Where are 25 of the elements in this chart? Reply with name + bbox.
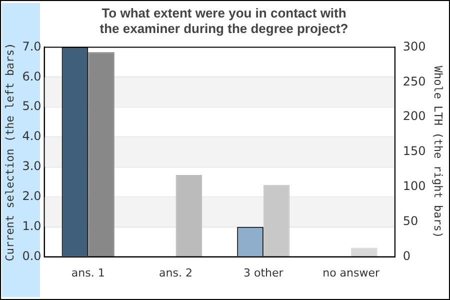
- y2-tick-label: 300: [402, 39, 426, 54]
- y-tick-label: 1.0: [22, 218, 42, 233]
- chart-title: To what extent were you in contact with the examiner during the degree project?: [100, 5, 348, 36]
- y2-tick-label: 250: [402, 74, 426, 88]
- y-tick-label: 0.0: [22, 248, 42, 263]
- y-tick-label: 4.0: [22, 129, 42, 144]
- y2-tick-label: 150: [402, 144, 426, 158]
- y2-tick-label: 200: [402, 109, 426, 124]
- y2-axis-title: Whole LTH (the right bars): [432, 66, 445, 238]
- y2-tick-label: 0: [402, 248, 411, 263]
- x-tick-label: 3 other: [244, 266, 284, 280]
- x-tick-label: ans. 1: [71, 266, 105, 280]
- bar: [351, 248, 378, 257]
- y-tick-label: 5.0: [22, 99, 42, 114]
- y-tick-label: 3.0: [22, 159, 42, 174]
- y-tick-label: 7.0: [22, 39, 42, 54]
- y2-tick-label: 50: [402, 214, 418, 228]
- y2-tick-label: 100: [402, 179, 426, 194]
- x-tick-label: ans. 2: [159, 266, 192, 280]
- x-tick-label: no answer: [322, 266, 380, 280]
- bar: [263, 184, 290, 257]
- y-tick-label: 6.0: [22, 69, 42, 84]
- y-axis-title: Current selection (the left bars): [3, 42, 16, 262]
- bar: [176, 175, 202, 257]
- y-tick-label: 2.0: [22, 189, 42, 204]
